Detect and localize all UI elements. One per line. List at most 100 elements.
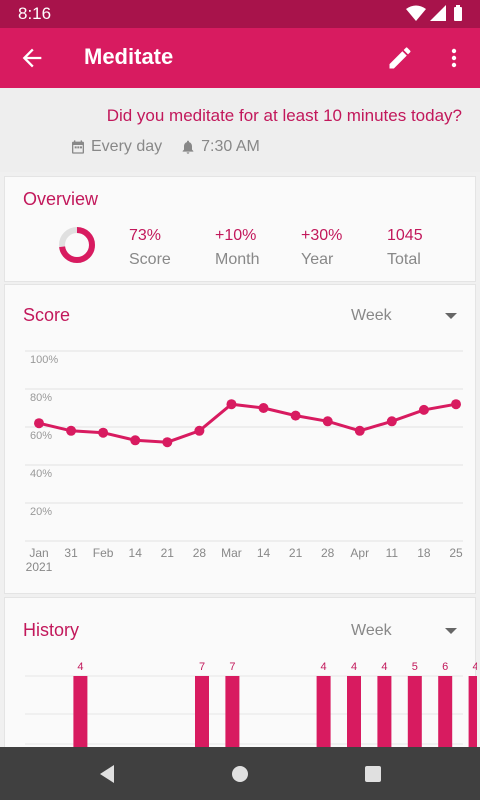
history-range-dropdown[interactable]: Week (351, 622, 461, 640)
history-bar (407, 676, 422, 750)
dropdown-arrow-icon (445, 628, 457, 634)
habit-meta: Every day 7:30 AM (70, 138, 278, 156)
x-tick-label: 31 (64, 546, 78, 560)
system-nav-bar (0, 747, 480, 800)
x-tick-label: Feb (93, 546, 114, 560)
history-bar (316, 676, 331, 750)
history-bar-label: 4 (473, 661, 477, 673)
score-point (451, 399, 461, 410)
history-bar (377, 676, 392, 750)
history-bar-label: 4 (381, 661, 387, 673)
score-point (130, 435, 141, 446)
history-bar-label: 6 (442, 661, 448, 673)
frequency-text: Every day (91, 138, 163, 155)
status-bar: 8:16 (0, 0, 480, 28)
history-bar-label: 7 (229, 661, 235, 673)
history-bar (468, 676, 477, 750)
status-icons (406, 5, 462, 21)
nav-home-icon[interactable] (227, 761, 253, 787)
x-tick-label: 21 (289, 546, 303, 560)
score-point (66, 425, 77, 436)
x-tick-label: 18 (417, 546, 431, 560)
history-bar-label: 4 (321, 661, 327, 673)
history-bar (438, 676, 453, 750)
arrow-back-icon[interactable] (18, 44, 46, 72)
stat-value: 1045 (387, 227, 423, 244)
y-tick-label: 20% (30, 506, 52, 518)
x-tick-sublabel: 2021 (26, 560, 53, 574)
history-title: History (23, 620, 80, 640)
status-time: 8:16 (18, 4, 52, 23)
nav-back-icon[interactable] (94, 761, 120, 787)
score-point (98, 427, 109, 438)
dropdown-arrow-icon (445, 313, 457, 319)
x-tick-label: Jan (29, 546, 48, 560)
pencil-icon[interactable] (386, 44, 414, 72)
history-chart: 4 7 7 4 4 4 5 6 4 (25, 661, 477, 750)
stat-value: 73% (129, 227, 162, 244)
history-bar-label: 7 (199, 661, 205, 673)
x-tick-label: 21 (161, 546, 175, 560)
score-point (354, 425, 365, 436)
score-point (418, 404, 429, 415)
stat-label: Total (387, 251, 421, 268)
score-card: Score Week 100% 80% 60% 40% 20% Jan 2021 31 Feb 1… (4, 284, 476, 594)
bell-icon (182, 140, 194, 154)
history-bar (347, 676, 361, 750)
stat-score: 73% Score (129, 227, 209, 269)
app-bar: Meditate (0, 28, 480, 88)
y-tick-label: 80% (30, 392, 52, 404)
overview-card: Overview 73% Score +10% Month +30% Year … (4, 176, 476, 282)
stat-value: +30% (301, 227, 343, 244)
score-point (162, 437, 173, 448)
overview-title: Overview (23, 189, 99, 209)
score-title: Score (23, 305, 71, 325)
x-tick-label: 25 (449, 546, 463, 560)
score-point (258, 403, 269, 413)
stat-label: Month (215, 251, 260, 268)
score-point (322, 416, 333, 427)
score-ring (59, 227, 95, 263)
x-tick-label: 28 (321, 546, 335, 560)
x-tick-label: Mar (221, 546, 242, 560)
stat-value: +10% (215, 227, 257, 244)
history-bar (73, 676, 88, 750)
x-tick-label: 28 (193, 546, 207, 560)
stat-label: Year (301, 251, 334, 268)
calendar-icon (72, 140, 84, 154)
score-line (38, 402, 457, 444)
frequency-item: Every day (70, 138, 162, 156)
stat-year: +30% Year (301, 227, 381, 269)
x-tick-label: 14 (129, 546, 143, 560)
y-tick-label: 100% (30, 354, 58, 366)
wifi-icon (406, 5, 426, 21)
history-bar (195, 676, 209, 750)
signal-icon (430, 5, 446, 21)
score-range-dropdown[interactable]: Week (351, 307, 461, 325)
more-vert-icon[interactable] (442, 44, 466, 72)
history-bar (225, 676, 240, 750)
history-card: History Week 4 7 7 4 4 4 5 6 4 (4, 597, 477, 757)
score-point (290, 410, 301, 421)
x-tick-label: 11 (386, 546, 399, 560)
habit-question-panel: Did you meditate for at least 10 minutes… (0, 88, 480, 172)
reminder-item: 7:30 AM (180, 138, 260, 156)
score-point (194, 425, 205, 436)
habit-question: Did you meditate for at least 10 minutes… (106, 106, 462, 125)
history-bar-label: 4 (351, 661, 357, 673)
stat-total: 1045 Total (387, 227, 467, 269)
history-range-value: Week (351, 622, 392, 639)
x-tick-label: Apr (350, 546, 369, 560)
page-title: Meditate (84, 44, 174, 69)
x-tick-label: 14 (257, 546, 271, 560)
score-point (226, 399, 237, 410)
battery-icon (454, 7, 462, 21)
score-point (34, 418, 44, 429)
reminder-text: 7:30 AM (201, 138, 260, 155)
nav-recents-icon[interactable] (360, 761, 386, 787)
history-bar-label: 4 (77, 661, 83, 673)
stat-month: +10% Month (215, 227, 295, 269)
score-point (386, 416, 397, 427)
score-range-value: Week (351, 307, 392, 324)
